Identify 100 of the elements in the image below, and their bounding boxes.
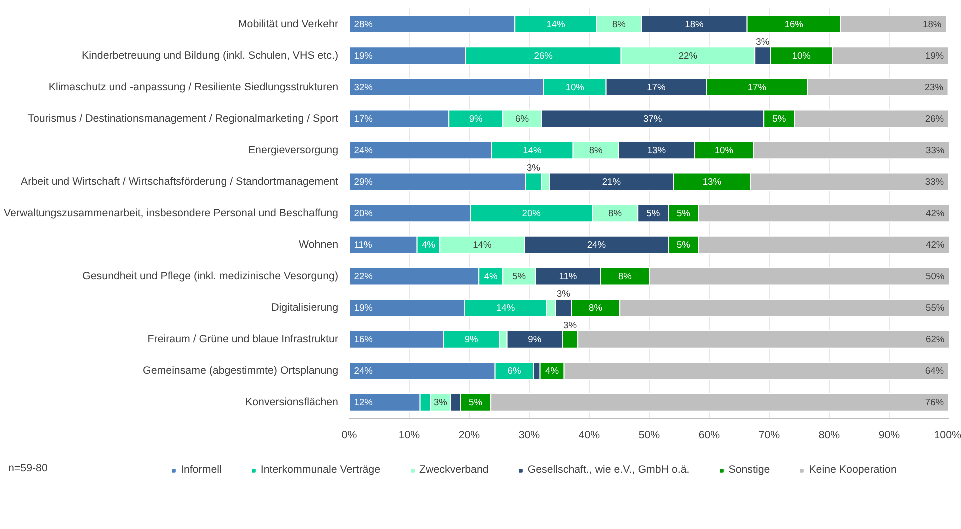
data-label: 29% xyxy=(354,176,373,187)
data-label: 19% xyxy=(925,50,944,61)
data-label: 5% xyxy=(469,398,483,408)
x-tick-label: 60% xyxy=(698,430,721,442)
data-label: 10% xyxy=(792,50,811,61)
y-tick-label: Tourismus / Destinationsmanagement / Regionalmarketing / Sport xyxy=(28,112,339,125)
data-label: 18% xyxy=(685,19,704,30)
data-label: 3% xyxy=(564,320,578,331)
data-label: 62% xyxy=(926,334,945,345)
data-label: 42% xyxy=(926,208,945,218)
data-label: 8% xyxy=(589,303,603,314)
data-label: 5% xyxy=(676,240,690,250)
data-label: 16% xyxy=(784,19,804,30)
x-tick-label: 0% xyxy=(342,430,358,442)
x-tick-label: 90% xyxy=(878,430,901,442)
data-label: 32% xyxy=(354,82,373,92)
data-label: 8% xyxy=(618,272,632,282)
data-label: 18% xyxy=(923,19,942,30)
data-label: 33% xyxy=(925,176,944,187)
legend-label: Gesellschaft., wie e.V., GmbH o.ä. xyxy=(528,464,690,476)
y-tick-label: Gemeinsame (abgestimmte) Ortsplanung xyxy=(143,365,339,378)
data-label: 5% xyxy=(676,208,690,218)
data-label: 16% xyxy=(354,334,373,345)
y-tick-label: Klimaschutz und -anpassung / Resiliente Siedlungsstrukturen xyxy=(48,81,339,94)
data-label: 13% xyxy=(702,176,722,187)
data-label: 14% xyxy=(546,19,566,30)
data-label: 5% xyxy=(512,272,526,282)
data-label: 4% xyxy=(546,366,560,376)
x-tick-label: 70% xyxy=(758,430,781,442)
data-label: 28% xyxy=(354,19,373,30)
data-label: 14% xyxy=(473,240,492,250)
x-tick-label: 100% xyxy=(934,430,961,442)
x-tick-label: 30% xyxy=(518,430,541,442)
y-tick-label: Kinderbetreuung und Bildung (inkl. Schulen, VHS etc.) xyxy=(82,50,339,62)
data-label: 10% xyxy=(566,82,584,92)
data-label: 20% xyxy=(522,208,541,218)
data-label: 50% xyxy=(926,272,945,282)
data-label: 4% xyxy=(484,272,498,282)
data-label: 14% xyxy=(496,303,516,314)
data-label: 5% xyxy=(646,208,660,218)
data-label: 24% xyxy=(587,240,606,250)
x-tick-label: 10% xyxy=(398,430,421,442)
data-label: 12% xyxy=(354,398,373,408)
y-tick-label: Verwaltungszusammenarbeit, insbesondere Personal und Beschaffung xyxy=(4,208,339,220)
data-label: 24% xyxy=(354,366,373,376)
data-label: 19% xyxy=(354,50,373,61)
data-label: 9% xyxy=(464,334,478,345)
legend-label: Keine Kooperation xyxy=(809,464,897,476)
legend-label: Sonstige xyxy=(728,464,770,476)
y-tick-label: Wohnen xyxy=(299,239,339,252)
data-label: 23% xyxy=(924,82,944,92)
x-tick-label: 80% xyxy=(818,430,841,442)
legend-label: Interkommunale Verträge xyxy=(260,464,381,476)
x-tick-label: 50% xyxy=(638,430,661,442)
data-label: 11% xyxy=(559,272,578,282)
data-label: 64% xyxy=(925,366,944,376)
y-tick-label: Digitalisierung xyxy=(272,302,339,314)
data-label: 22% xyxy=(354,272,373,282)
data-label: 20% xyxy=(354,208,373,218)
data-label: 6% xyxy=(508,366,522,376)
data-label: 33% xyxy=(926,145,945,156)
data-label: 3% xyxy=(526,162,540,173)
data-label: 6% xyxy=(516,114,530,124)
data-label: 4% xyxy=(422,240,436,250)
y-tick-label: Freiraum / Grüne und blaue Infrastruktur xyxy=(148,334,339,346)
legend-label: Informell xyxy=(181,464,222,476)
data-label: 3% xyxy=(556,289,570,300)
data-label: 3% xyxy=(434,398,448,408)
data-label: 10% xyxy=(714,145,734,156)
data-label: 42% xyxy=(926,240,945,250)
legend-label: Zweckverband xyxy=(420,464,489,476)
y-tick-label: Energieversorgung xyxy=(248,144,339,156)
data-label: 9% xyxy=(469,114,483,124)
data-label: 24% xyxy=(354,145,373,156)
x-tick-label: 20% xyxy=(458,430,481,442)
text: n=59-80 xyxy=(8,462,48,474)
data-label: 8% xyxy=(589,145,603,156)
data-label: 9% xyxy=(528,334,542,345)
data-label: 3% xyxy=(756,36,770,47)
data-label: 26% xyxy=(925,114,944,124)
data-label: 22% xyxy=(678,50,698,61)
y-tick-label: Arbeit und Wirtschaft / Wirtschaftsförderung / Standortmanagement xyxy=(21,176,339,188)
data-label: 26% xyxy=(534,50,553,61)
data-label: 17% xyxy=(354,114,373,124)
data-label: 17% xyxy=(748,82,767,92)
data-label: 5% xyxy=(772,114,786,124)
x-tick-label: 40% xyxy=(578,430,601,442)
y-tick-label: Mobilität und Verkehr xyxy=(238,18,339,30)
data-label: 55% xyxy=(926,303,945,314)
data-label: 8% xyxy=(608,208,622,218)
data-label: 17% xyxy=(647,82,666,92)
data-label: 8% xyxy=(612,19,626,30)
y-tick-label: Gesundheit und Pflege (inkl. medizinische Vesorgung) xyxy=(82,270,339,283)
data-label: 14% xyxy=(523,145,542,156)
data-label: 21% xyxy=(602,176,622,187)
data-label: 37% xyxy=(643,114,662,124)
data-label: 13% xyxy=(647,145,666,156)
y-tick-label: Konversionsflächen xyxy=(245,396,339,409)
data-label: 11% xyxy=(354,240,372,250)
data-label: 19% xyxy=(354,303,373,314)
